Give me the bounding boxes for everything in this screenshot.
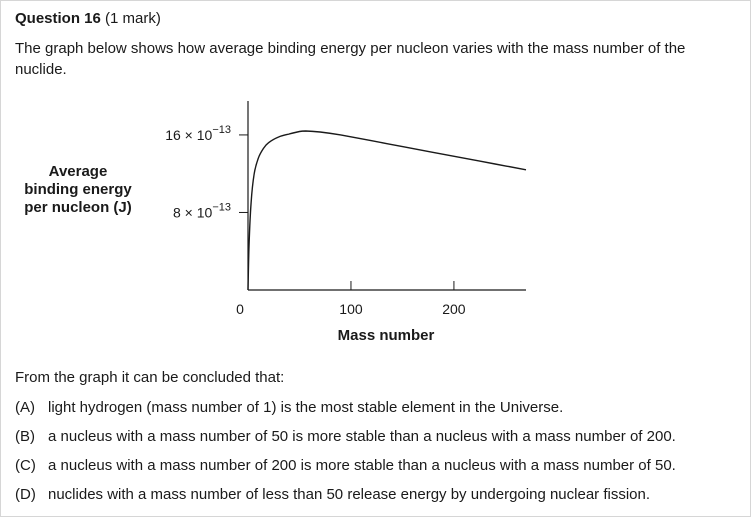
y-axis-label-line: Average <box>48 163 108 180</box>
option-b[interactable]: (B) a nucleus with a mass number of 50 is… <box>15 428 676 445</box>
option-letter: (B) <box>15 428 35 445</box>
question-prompt: From the graph it can be concluded that: <box>15 369 285 386</box>
option-letter: (D) <box>15 486 36 503</box>
y-axis-label-line: per nucleon (J) <box>24 199 132 216</box>
question-intro: The graph below shows how average bindin… <box>15 40 686 78</box>
y-tick-label: 8 × 10−13 <box>173 201 231 220</box>
option-letter: (C) <box>15 457 36 474</box>
y-tick-exponent: −13 <box>212 201 231 213</box>
chart-axes <box>247 101 526 291</box>
option-d[interactable]: (D) nuclides with a mass number of less t… <box>15 486 650 503</box>
option-text: light hydrogen (mass number of 1) is the… <box>48 399 564 416</box>
x-tick-label: 200 <box>442 301 466 317</box>
y-axis-label-line: binding energy <box>24 181 132 198</box>
option-text: a nucleus with a mass number of 50 is mo… <box>48 428 676 445</box>
option-text: nuclides with a mass number of less than… <box>48 486 651 503</box>
option-c[interactable]: (C) a nucleus with a mass number of 200 i… <box>15 457 676 474</box>
x-axis-label: Mass number <box>338 327 435 344</box>
x-tick-label: 0 <box>236 301 244 317</box>
y-tick-label: 16 × 10−13 <box>165 124 231 143</box>
option-a[interactable]: (A) light hydrogen (mass number of 1) is … <box>15 399 563 416</box>
question-marks: (1 mark) <box>105 10 161 27</box>
y-tick-base: 16 × 10 <box>165 127 212 143</box>
question-number: Question 16 <box>15 10 101 27</box>
option-text: a nucleus with a mass number of 200 is m… <box>48 457 676 474</box>
y-tick-base: 8 × 10 <box>173 204 213 220</box>
y-axis-label: Average binding energy per nucleon (J) <box>14 163 142 217</box>
binding-energy-curve <box>247 130 527 291</box>
question-heading: Question 16 (1 mark) <box>15 10 161 27</box>
chart-series <box>247 130 527 291</box>
x-tick-label: 100 <box>339 301 363 317</box>
option-letter: (A) <box>15 399 35 416</box>
y-tick-exponent: −13 <box>212 124 231 136</box>
